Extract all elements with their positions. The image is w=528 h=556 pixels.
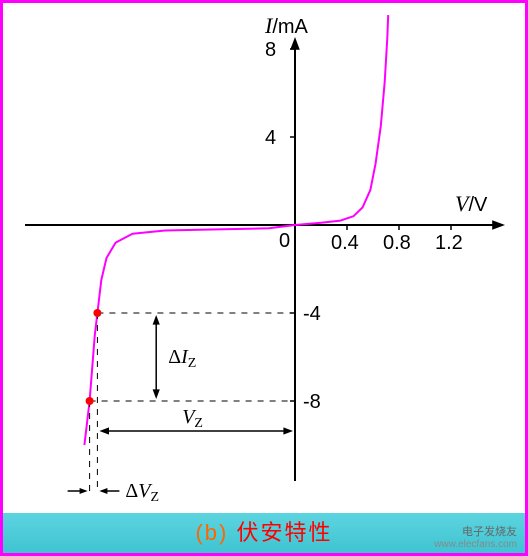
- arrowhead: [99, 488, 107, 494]
- delta-i-label: ΔIZ: [168, 346, 196, 371]
- watermark-top: 电子发烧友: [434, 526, 517, 539]
- x-tick-label: 0.8: [383, 232, 411, 254]
- x-tick-label: 1.2: [435, 232, 463, 254]
- chart-area: I/mA V/V 4 8 0.4 0.8 1.2 0 -4 -8 ΔIZ VZ ΔVZ: [15, 15, 513, 505]
- y-tick-label: 8: [265, 39, 276, 61]
- iv-chart: I/mA V/V 4 8 0.4 0.8 1.2 0 -4 -8 ΔIZ VZ ΔVZ: [15, 15, 515, 511]
- neg8-label: -8: [303, 391, 321, 413]
- arrowhead: [99, 427, 109, 434]
- point-upper: [93, 309, 101, 317]
- vz-label: VZ: [182, 406, 203, 431]
- neg4-label: -4: [303, 303, 321, 325]
- watermark-url: www.elecfans.com: [434, 539, 517, 551]
- arrowhead: [283, 427, 293, 434]
- caption-text: 伏安特性: [237, 520, 333, 545]
- x-tick-label: 0.4: [331, 232, 359, 254]
- watermark: 电子发烧友 www.elecfans.com: [434, 526, 517, 551]
- arrowhead: [492, 220, 505, 230]
- arrowhead: [80, 488, 88, 494]
- delta-v-label: ΔVZ: [125, 480, 159, 505]
- origin-label: 0: [279, 230, 290, 252]
- y-axis-label: I/mA: [264, 15, 309, 38]
- outer-frame: I/mA V/V 4 8 0.4 0.8 1.2 0 -4 -8 ΔIZ VZ ΔVZ (b) 伏安特性…: [0, 0, 528, 556]
- arrowhead: [290, 37, 300, 50]
- y-tick-label: 4: [265, 127, 276, 149]
- caption-prefix: (b): [195, 520, 228, 545]
- iv-curve: [84, 15, 388, 445]
- arrowhead: [153, 315, 160, 325]
- arrowhead: [153, 389, 160, 399]
- caption: (b) 伏安特性: [195, 515, 332, 547]
- point-lower: [86, 397, 94, 405]
- x-axis-label: V/V: [455, 191, 488, 216]
